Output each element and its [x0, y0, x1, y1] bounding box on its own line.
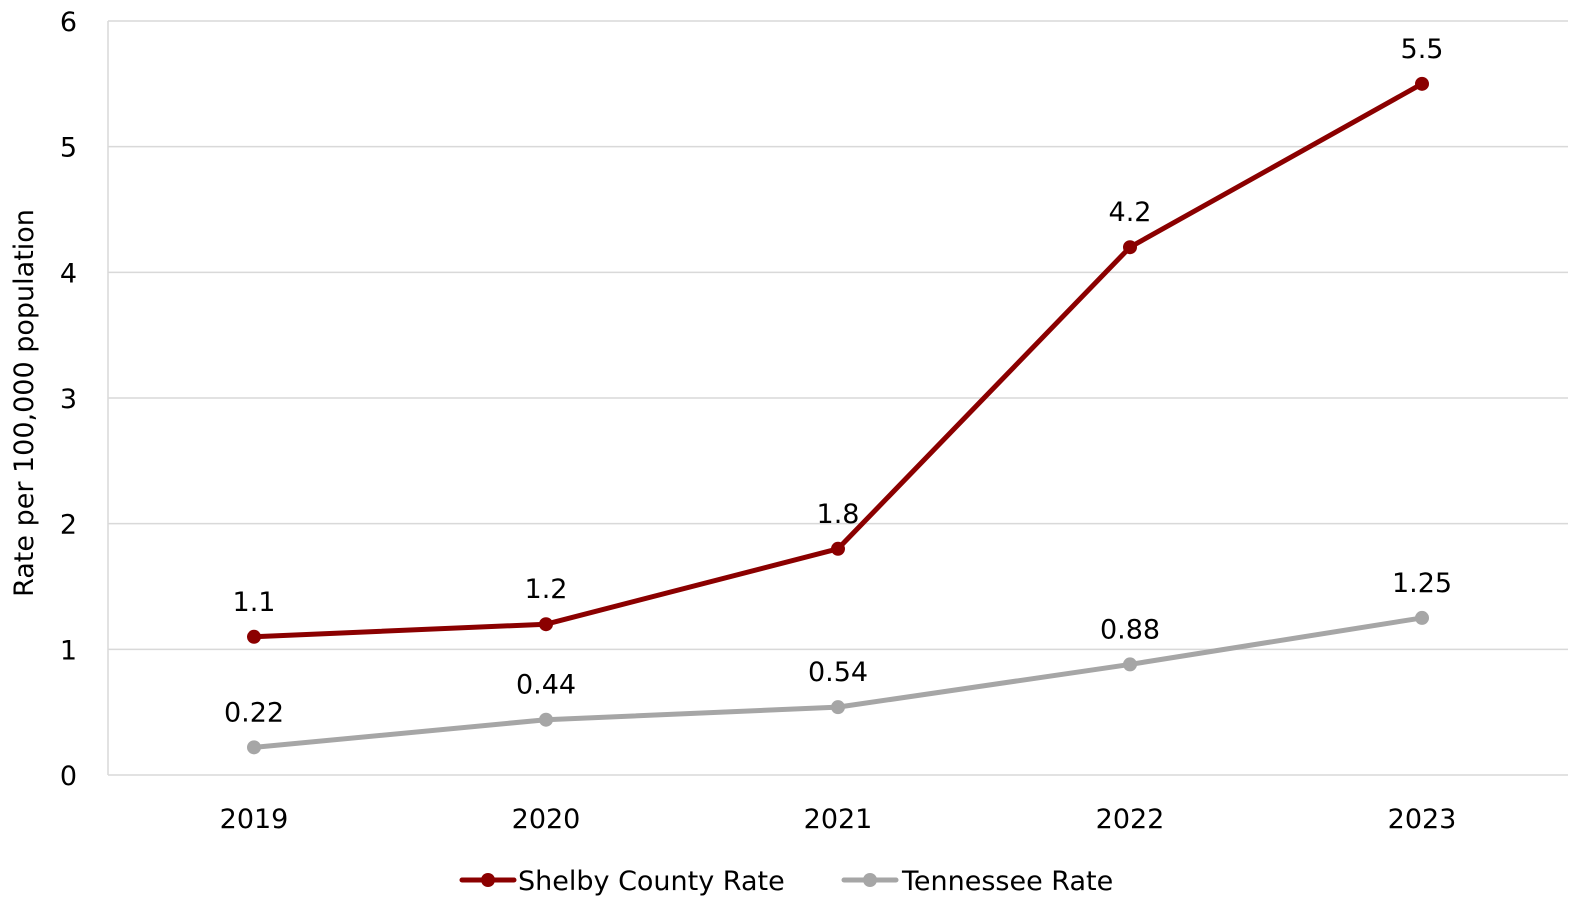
data-point-tennessee-rate [831, 700, 845, 715]
y-tick-label: 4 [60, 258, 77, 289]
x-tick-label: 2023 [1388, 804, 1457, 835]
data-point-tennessee-rate [1415, 610, 1429, 625]
data-label-shelby-county-rate: 1.2 [525, 574, 568, 605]
data-labels: 1.1 1.2 1.8 4.2 5.5 0.22 0.44 0.54 0.88 1.25 [224, 34, 1452, 729]
legend-marker-shelby-county-rate [481, 873, 495, 887]
gridlines [108, 20, 1568, 651]
y-tick-label: 5 [60, 133, 77, 164]
data-point-shelby-county-rate [1123, 240, 1137, 255]
data-point-shelby-county-rate [1415, 76, 1429, 91]
data-label-shelby-county-rate: 4.2 [1109, 197, 1152, 228]
legend-label-tennessee-rate: Tennessee Rate [901, 866, 1113, 897]
axes [107, 21, 1568, 776]
y-axis-title: Rate per 100,000 population [9, 209, 40, 597]
y-tick-label: 2 [60, 510, 77, 541]
y-tick-label: 1 [60, 635, 77, 666]
y-axis-ticks: 0 1 2 3 4 5 6 [60, 7, 77, 792]
data-label-shelby-county-rate: 1.8 [817, 499, 860, 530]
data-point-tennessee-rate [539, 712, 553, 727]
data-point-tennessee-rate [247, 740, 261, 755]
data-label-shelby-county-rate: 1.1 [233, 587, 276, 618]
x-tick-label: 2020 [512, 804, 581, 835]
data-point-shelby-county-rate [247, 629, 261, 644]
x-tick-label: 2021 [804, 804, 873, 835]
x-tick-label: 2022 [1096, 804, 1165, 835]
data-label-shelby-county-rate: 5.5 [1401, 34, 1444, 65]
data-label-tennessee-rate: 0.22 [224, 697, 284, 728]
data-label-tennessee-rate: 1.25 [1392, 568, 1452, 599]
series-layer [247, 76, 1429, 755]
data-label-tennessee-rate: 0.88 [1100, 614, 1160, 645]
legend: Shelby County Rate Tennessee Rate [459, 866, 1113, 897]
legend-label-shelby-county-rate: Shelby County Rate [518, 866, 785, 897]
legend-marker-tennessee-rate [863, 873, 877, 887]
data-label-tennessee-rate: 0.44 [516, 670, 576, 701]
y-tick-label: 3 [60, 384, 77, 415]
data-point-tennessee-rate [1123, 657, 1137, 672]
y-tick-label: 6 [60, 7, 77, 38]
data-point-shelby-county-rate [831, 541, 845, 556]
x-tick-label: 2019 [220, 804, 289, 835]
data-label-tennessee-rate: 0.54 [808, 657, 868, 688]
y-tick-label: 0 [60, 761, 77, 792]
data-point-shelby-county-rate [539, 617, 553, 632]
x-axis-ticks: 2019 2020 2021 2022 2023 [220, 804, 1457, 835]
